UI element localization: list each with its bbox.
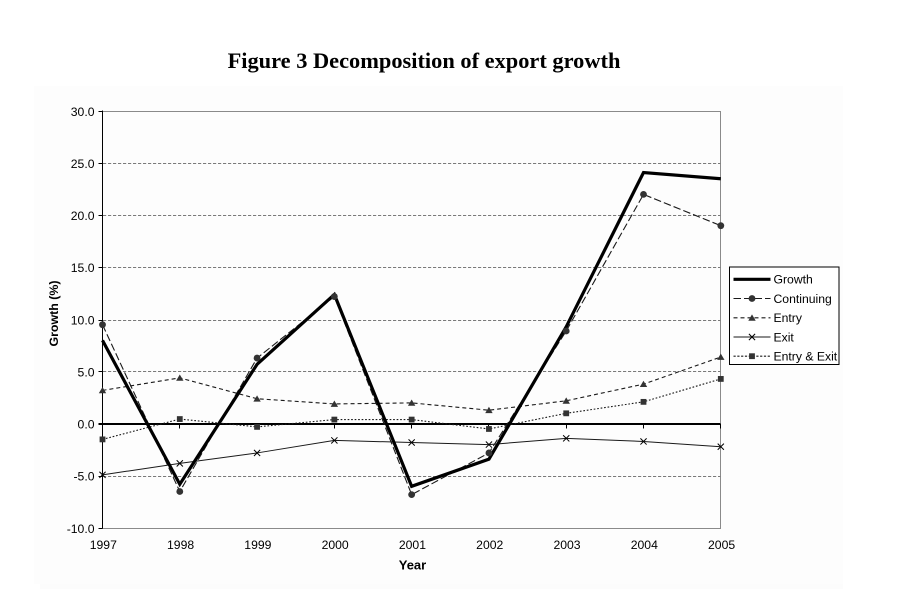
svg-text:Entry & Exit: Entry & Exit [774,350,838,364]
svg-text:15.0: 15.0 [71,261,95,275]
svg-text:2003: 2003 [553,538,580,552]
svg-text:Growth: Growth [774,273,813,287]
svg-text:5.0: 5.0 [78,365,95,379]
svg-text:-10.0: -10.0 [67,522,95,536]
svg-text:-5.0: -5.0 [73,470,94,484]
svg-text:Continuing: Continuing [774,292,832,306]
svg-text:1999: 1999 [244,538,271,552]
svg-text:25.0: 25.0 [71,157,95,171]
svg-text:2001: 2001 [399,538,426,552]
svg-text:2005: 2005 [708,538,735,552]
svg-text:Exit: Exit [774,330,795,344]
svg-text:0.0: 0.0 [78,418,95,432]
svg-text:Growth (%): Growth (%) [47,280,61,346]
svg-text:2004: 2004 [631,538,658,552]
svg-text:1997: 1997 [90,538,117,552]
svg-text:Entry: Entry [774,311,803,325]
svg-text:30.0: 30.0 [71,105,95,119]
svg-text:20.0: 20.0 [71,209,95,223]
svg-text:2002: 2002 [476,538,503,552]
svg-text:Year: Year [399,558,426,573]
svg-text:Figure 3 Decomposition of expo: Figure 3 Decomposition of export growth [228,48,621,73]
svg-text:1998: 1998 [167,538,194,552]
svg-text:2000: 2000 [322,538,349,552]
svg-text:10.0: 10.0 [71,313,95,327]
